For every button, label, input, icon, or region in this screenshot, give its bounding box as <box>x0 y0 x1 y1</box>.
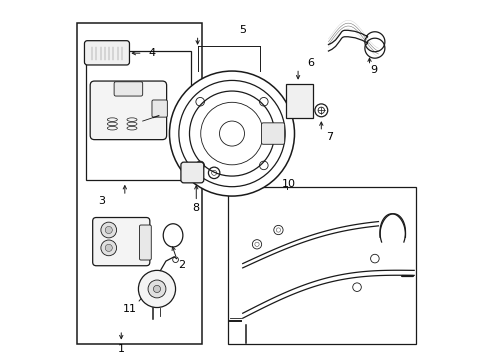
Text: 4: 4 <box>148 48 155 58</box>
FancyBboxPatch shape <box>114 82 142 96</box>
Bar <box>77 23 201 344</box>
Circle shape <box>105 226 112 234</box>
FancyBboxPatch shape <box>152 100 167 117</box>
FancyBboxPatch shape <box>139 225 151 260</box>
Bar <box>228 187 415 344</box>
FancyBboxPatch shape <box>93 217 149 266</box>
Circle shape <box>138 270 175 307</box>
FancyBboxPatch shape <box>90 81 166 140</box>
FancyBboxPatch shape <box>261 123 284 144</box>
Circle shape <box>291 94 307 109</box>
Circle shape <box>148 280 165 298</box>
Bar <box>286 85 313 118</box>
Text: 6: 6 <box>306 58 313 68</box>
Circle shape <box>101 240 116 256</box>
Circle shape <box>153 285 160 293</box>
Text: 10: 10 <box>282 179 296 189</box>
FancyBboxPatch shape <box>181 162 203 183</box>
Text: 5: 5 <box>239 25 246 35</box>
Bar <box>85 51 190 180</box>
Text: 9: 9 <box>369 65 377 75</box>
FancyBboxPatch shape <box>84 41 129 65</box>
Text: 8: 8 <box>192 203 200 213</box>
Text: 1: 1 <box>118 343 124 354</box>
Circle shape <box>105 244 112 251</box>
Circle shape <box>169 71 294 196</box>
Text: 11: 11 <box>123 303 137 314</box>
Circle shape <box>101 222 116 238</box>
Text: 3: 3 <box>98 197 105 206</box>
Text: 2: 2 <box>178 260 185 270</box>
Text: 7: 7 <box>325 132 332 142</box>
Circle shape <box>101 47 113 60</box>
